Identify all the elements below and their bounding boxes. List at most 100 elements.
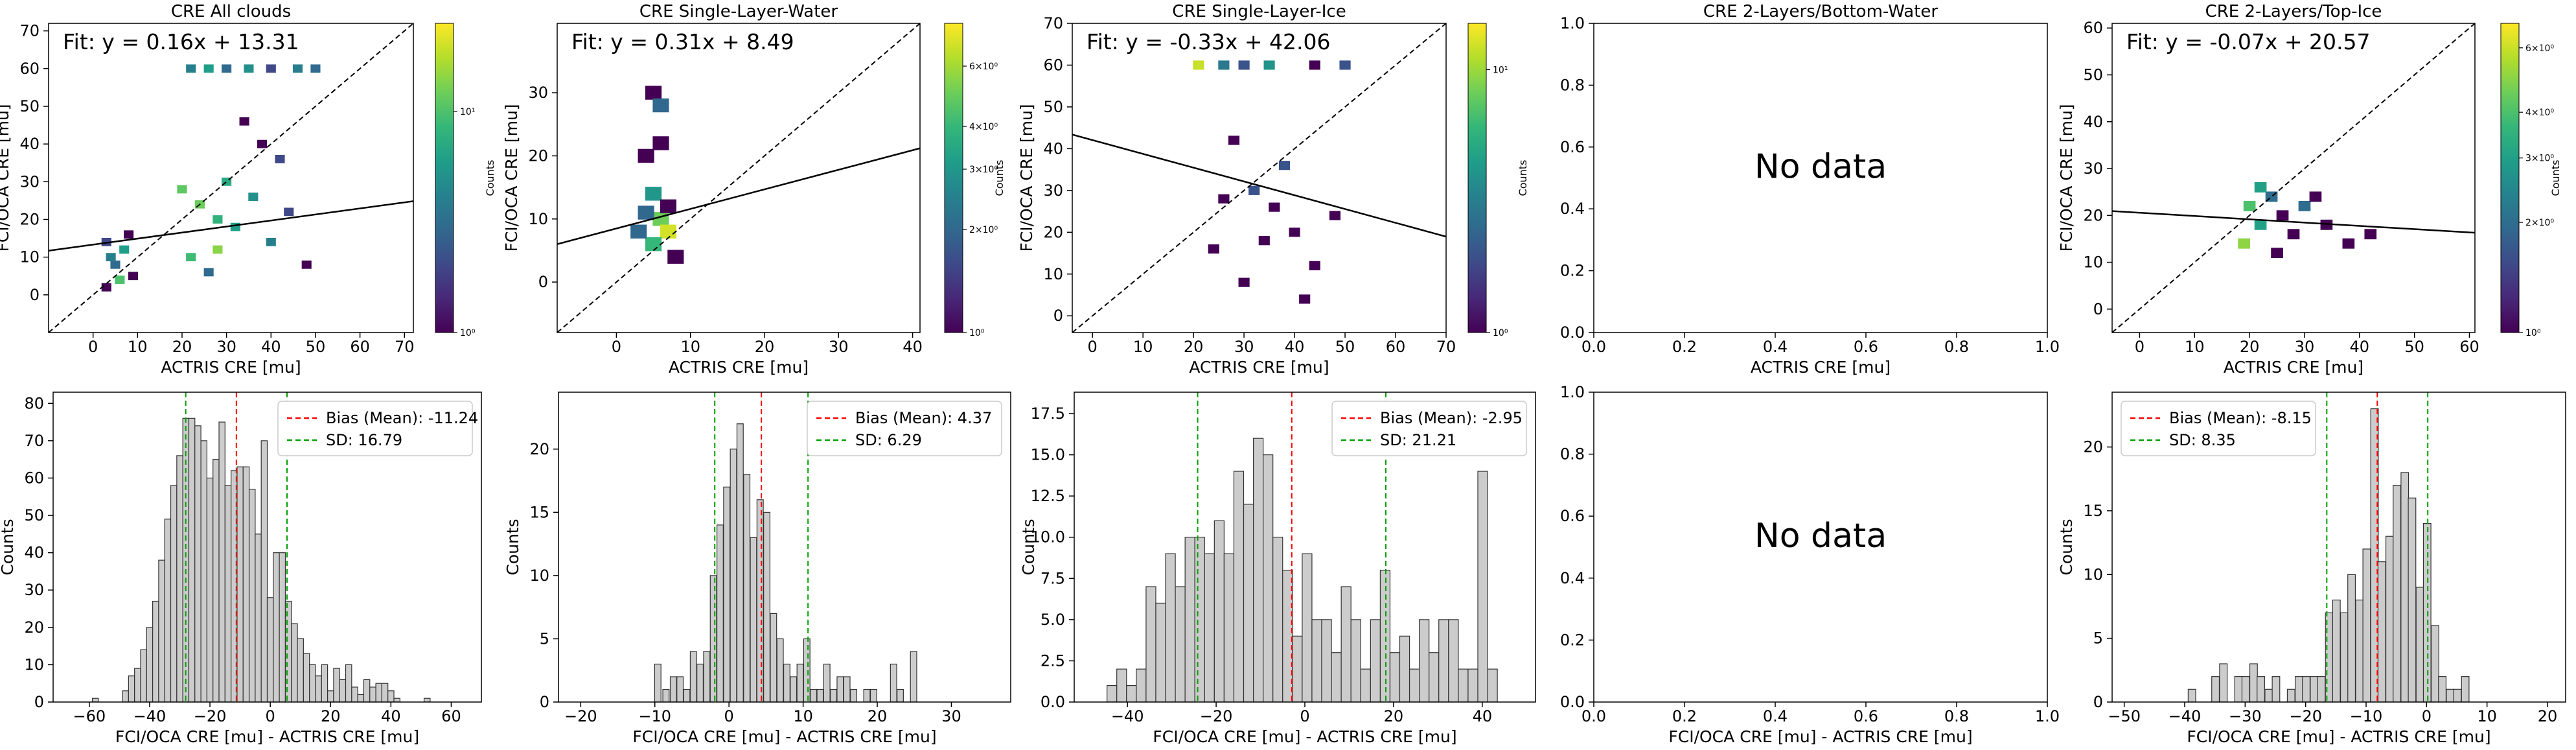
axes-frame [1074,392,1536,703]
heatmap-cell [1263,60,1275,70]
identity-line [2112,23,2475,333]
x-tick-label: 0 [88,338,98,356]
heatmap-cell [186,64,196,73]
histogram-bar [869,688,877,702]
y-axis-label: Counts [1019,519,1038,575]
heatmap-cell [186,253,196,262]
heatmap-cell [2320,219,2333,230]
x-tick-label: 20 [2538,707,2558,725]
histogram-bar [1370,619,1381,702]
histogram-bar [750,537,757,702]
y-tick-label: 10 [19,248,40,266]
y-tick-label: 60 [1043,56,1063,74]
x-tick-label: 20 [2240,338,2260,356]
x-tick-label: 0.2 [1672,707,1697,725]
histogram-bar [2317,676,2326,702]
legend: Bias (Mean): -11.24 SD: 16.79 [277,401,478,456]
heatmap-cell [1228,135,1240,145]
histogram-bar [387,690,395,702]
histogram-bar [224,485,232,702]
histogram-bar [1116,668,1127,702]
histogram-bar [2453,688,2462,702]
x-tick-label: 0.8 [1944,338,1969,356]
histogram-bar [1389,652,1401,702]
axes-frame [52,392,482,703]
colorbar: 10⁰ 2×10⁰ 3×10⁰ 4×10⁰ 6×10⁰ Counts [944,23,1006,338]
histogram-bar [897,688,904,702]
legend: Bias (Mean): -2.95 SD: 21.21 [1331,401,1527,456]
colorbar-tick-label: 10⁰ [1493,328,1508,338]
histogram-bar [279,552,286,702]
heatmap-cell [2254,182,2267,193]
histogram-bar [2211,676,2220,702]
y-axis-label: FCI/OCA CRE [mu] [0,104,12,252]
heatmap-cell [1238,277,1250,287]
heatmap-cell [310,64,321,73]
histogram-bar [351,686,358,702]
histogram-panel-9: −50 −40 −30 −20 −10 0 10 20 0 5 10 15 20 FCI/OCA CRE … [2057,392,2566,746]
heatmap-cell [266,64,276,73]
histogram-bar [1252,438,1264,702]
x-tick-label: 0 [2422,707,2432,725]
x-tick-label: 20 [321,707,341,725]
histogram-plot-area [91,392,431,702]
scatter-plot-area [1072,23,1446,333]
colorbar-tick-label: 10⁰ [2525,328,2541,338]
histogram-bar [1204,553,1215,702]
heatmap-cell [2309,191,2322,202]
colorbar-tick-label: 4×10⁰ [2525,108,2554,118]
histogram-bar [890,663,897,702]
histogram-bar [1467,668,1478,702]
y-tick-label: 5 [540,629,549,648]
legend-bias-label: Bias (Mean): 4.37 [855,409,992,427]
y-tick-label: 50 [24,506,44,524]
y-tick-label: 20 [19,210,40,228]
x-axis-label: ACTRIS CRE [mu] [1189,358,1329,377]
y-tick-label: 60 [19,60,40,78]
histogram-bar [1321,619,1332,702]
identity-line [557,23,920,333]
histogram-bar [170,485,178,702]
x-tick-label: −20 [194,707,227,725]
fit-text: Fit: y = 0.31x + 8.49 [571,29,794,54]
legend-box [2121,401,2316,456]
x-tick-label: −10 [2350,707,2383,725]
histogram-bar [381,683,389,702]
histogram-bar [146,627,154,702]
y-tick-label: 12.5 [1031,487,1065,505]
y-tick-label: 30 [2083,159,2103,178]
colorbar-tick-label: 6×10⁰ [969,62,998,72]
colorbar-label: Counts [993,160,1006,196]
scatter-panel-4: 0 10 20 30 40 50 60 0 10 20 30 40 50 60 CRE 2-Layers/T… [2057,2,2479,377]
heatmap-cell [2243,200,2256,211]
histogram-bar [218,421,225,702]
x-tick-label: 70 [395,338,415,356]
x-tick-label: 0 [724,707,734,725]
colorbar-tick-label: 10⁰ [969,328,985,338]
y-tick-label: 20 [1043,223,1063,241]
colorbar-tick-label: 3×10⁰ [2525,154,2554,164]
y-tick-label: 10 [2083,565,2103,583]
heatmap-cell [101,283,111,292]
legend-sd-label: SD: 6.29 [855,431,922,449]
histogram-bar [1302,553,1313,702]
heatmap-cell [1208,244,1219,254]
heatmap-cell [638,148,654,163]
heatmap-cell [244,64,254,73]
heatmap-cell [110,260,121,269]
x-tick-label: 40 [1473,707,1493,725]
histogram-bar [770,613,777,702]
y-tick-label: 0.0 [1560,323,1585,342]
histogram-bar [1126,685,1137,702]
x-tick-label: −30 [2229,707,2262,725]
heatmap-cell [652,98,669,113]
scatter-panel-0: 0 10 20 30 40 50 60 70 0 10 20 30 40 50 60 70 CRE All cl… [0,2,415,377]
x-axis-label: FCI/OCA CRE [mu] - ACTRIS CRE [mu] [2187,727,2490,746]
x-tick-label: 0.6 [1854,338,1878,356]
x-tick-label: 40 [381,707,401,725]
legend-bias-label: Bias (Mean): -2.95 [1380,409,1523,427]
y-tick-label: 0.2 [1560,631,1585,649]
histogram-bar [1243,504,1254,702]
heatmap-cell [2271,248,2283,259]
histogram-bar [1487,668,1498,702]
